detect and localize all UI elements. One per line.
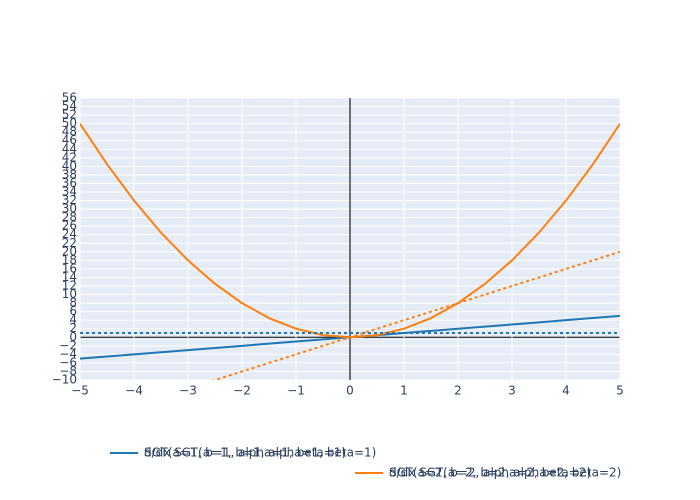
y-tick-label: 34 bbox=[62, 185, 77, 199]
y-tick-label: 32 bbox=[62, 193, 77, 207]
y-tick-label: 48 bbox=[62, 125, 77, 139]
y-tick-label: 42 bbox=[62, 150, 77, 164]
x-tick-label: 4 bbox=[562, 384, 570, 398]
legend-label: SGT(a=1, b=1, alpha=1, beta=1) bbox=[144, 446, 346, 460]
legend-label: SGT(a=2, b=2, alpha=2, beta=2) bbox=[389, 466, 591, 480]
y-tick-label: 10 bbox=[62, 287, 77, 301]
y-tick-label: 54 bbox=[62, 99, 77, 113]
y-tick-label: 12 bbox=[62, 279, 77, 293]
y-tick-label: 30 bbox=[62, 202, 77, 216]
tick-labels: −10−8−6−4−202468101214161820222426283032… bbox=[52, 91, 624, 398]
y-tick-label: 26 bbox=[62, 219, 77, 233]
x-tick-label: −4 bbox=[125, 384, 143, 398]
x-tick-label: −1 bbox=[287, 384, 305, 398]
y-tick-label: 8 bbox=[69, 296, 77, 310]
y-tick-label: 52 bbox=[62, 108, 77, 122]
y-tick-label: 4 bbox=[69, 313, 77, 327]
y-tick-label: −8 bbox=[59, 364, 77, 378]
y-tick-label: 22 bbox=[62, 236, 77, 250]
y-tick-label: 56 bbox=[62, 91, 77, 105]
y-tick-label: 38 bbox=[62, 167, 77, 181]
legend-label: d/dx SGT(a=2, b=2, alpha=2, beta=2) bbox=[389, 466, 621, 480]
y-tick-label: 46 bbox=[62, 133, 77, 147]
x-tick-label: −3 bbox=[179, 384, 197, 398]
y-tick-label: 2 bbox=[69, 321, 77, 335]
y-tick-label: 28 bbox=[62, 210, 77, 224]
series-line bbox=[211, 250, 620, 380]
legend: SGT(a=1, b=1, alpha=1, beta=1) SGT(a=2, b… bbox=[110, 446, 621, 480]
y-tick-label: 20 bbox=[62, 244, 77, 258]
y-tick-label: −2 bbox=[59, 338, 77, 352]
x-tick-label: 5 bbox=[616, 384, 624, 398]
y-tick-label: 14 bbox=[62, 270, 77, 284]
y-tick-label: 36 bbox=[62, 176, 77, 190]
x-tick-label: 2 bbox=[454, 384, 462, 398]
x-tick-label: 0 bbox=[346, 384, 354, 398]
x-tick-label: −5 bbox=[71, 384, 89, 398]
x-tick-label: −2 bbox=[233, 384, 251, 398]
y-tick-label: 18 bbox=[62, 253, 77, 267]
y-tick-label: −6 bbox=[59, 355, 77, 369]
y-tick-label: 44 bbox=[62, 142, 77, 156]
y-tick-label: −4 bbox=[59, 347, 77, 361]
y-tick-label: −10 bbox=[52, 373, 77, 387]
y-tick-label: 16 bbox=[62, 261, 77, 275]
x-tick-label: 1 bbox=[400, 384, 408, 398]
y-tick-label: 50 bbox=[62, 116, 77, 130]
y-tick-label: 40 bbox=[62, 159, 77, 173]
y-tick-label: 6 bbox=[69, 304, 77, 318]
y-tick-label: 24 bbox=[62, 227, 77, 241]
x-tick-label: 3 bbox=[508, 384, 516, 398]
plot-lines bbox=[80, 123, 620, 380]
legend-label: d/dx SGT(a=1, b=1, alpha=1, beta=1) bbox=[144, 446, 376, 460]
y-tick-label: 0 bbox=[69, 330, 77, 344]
